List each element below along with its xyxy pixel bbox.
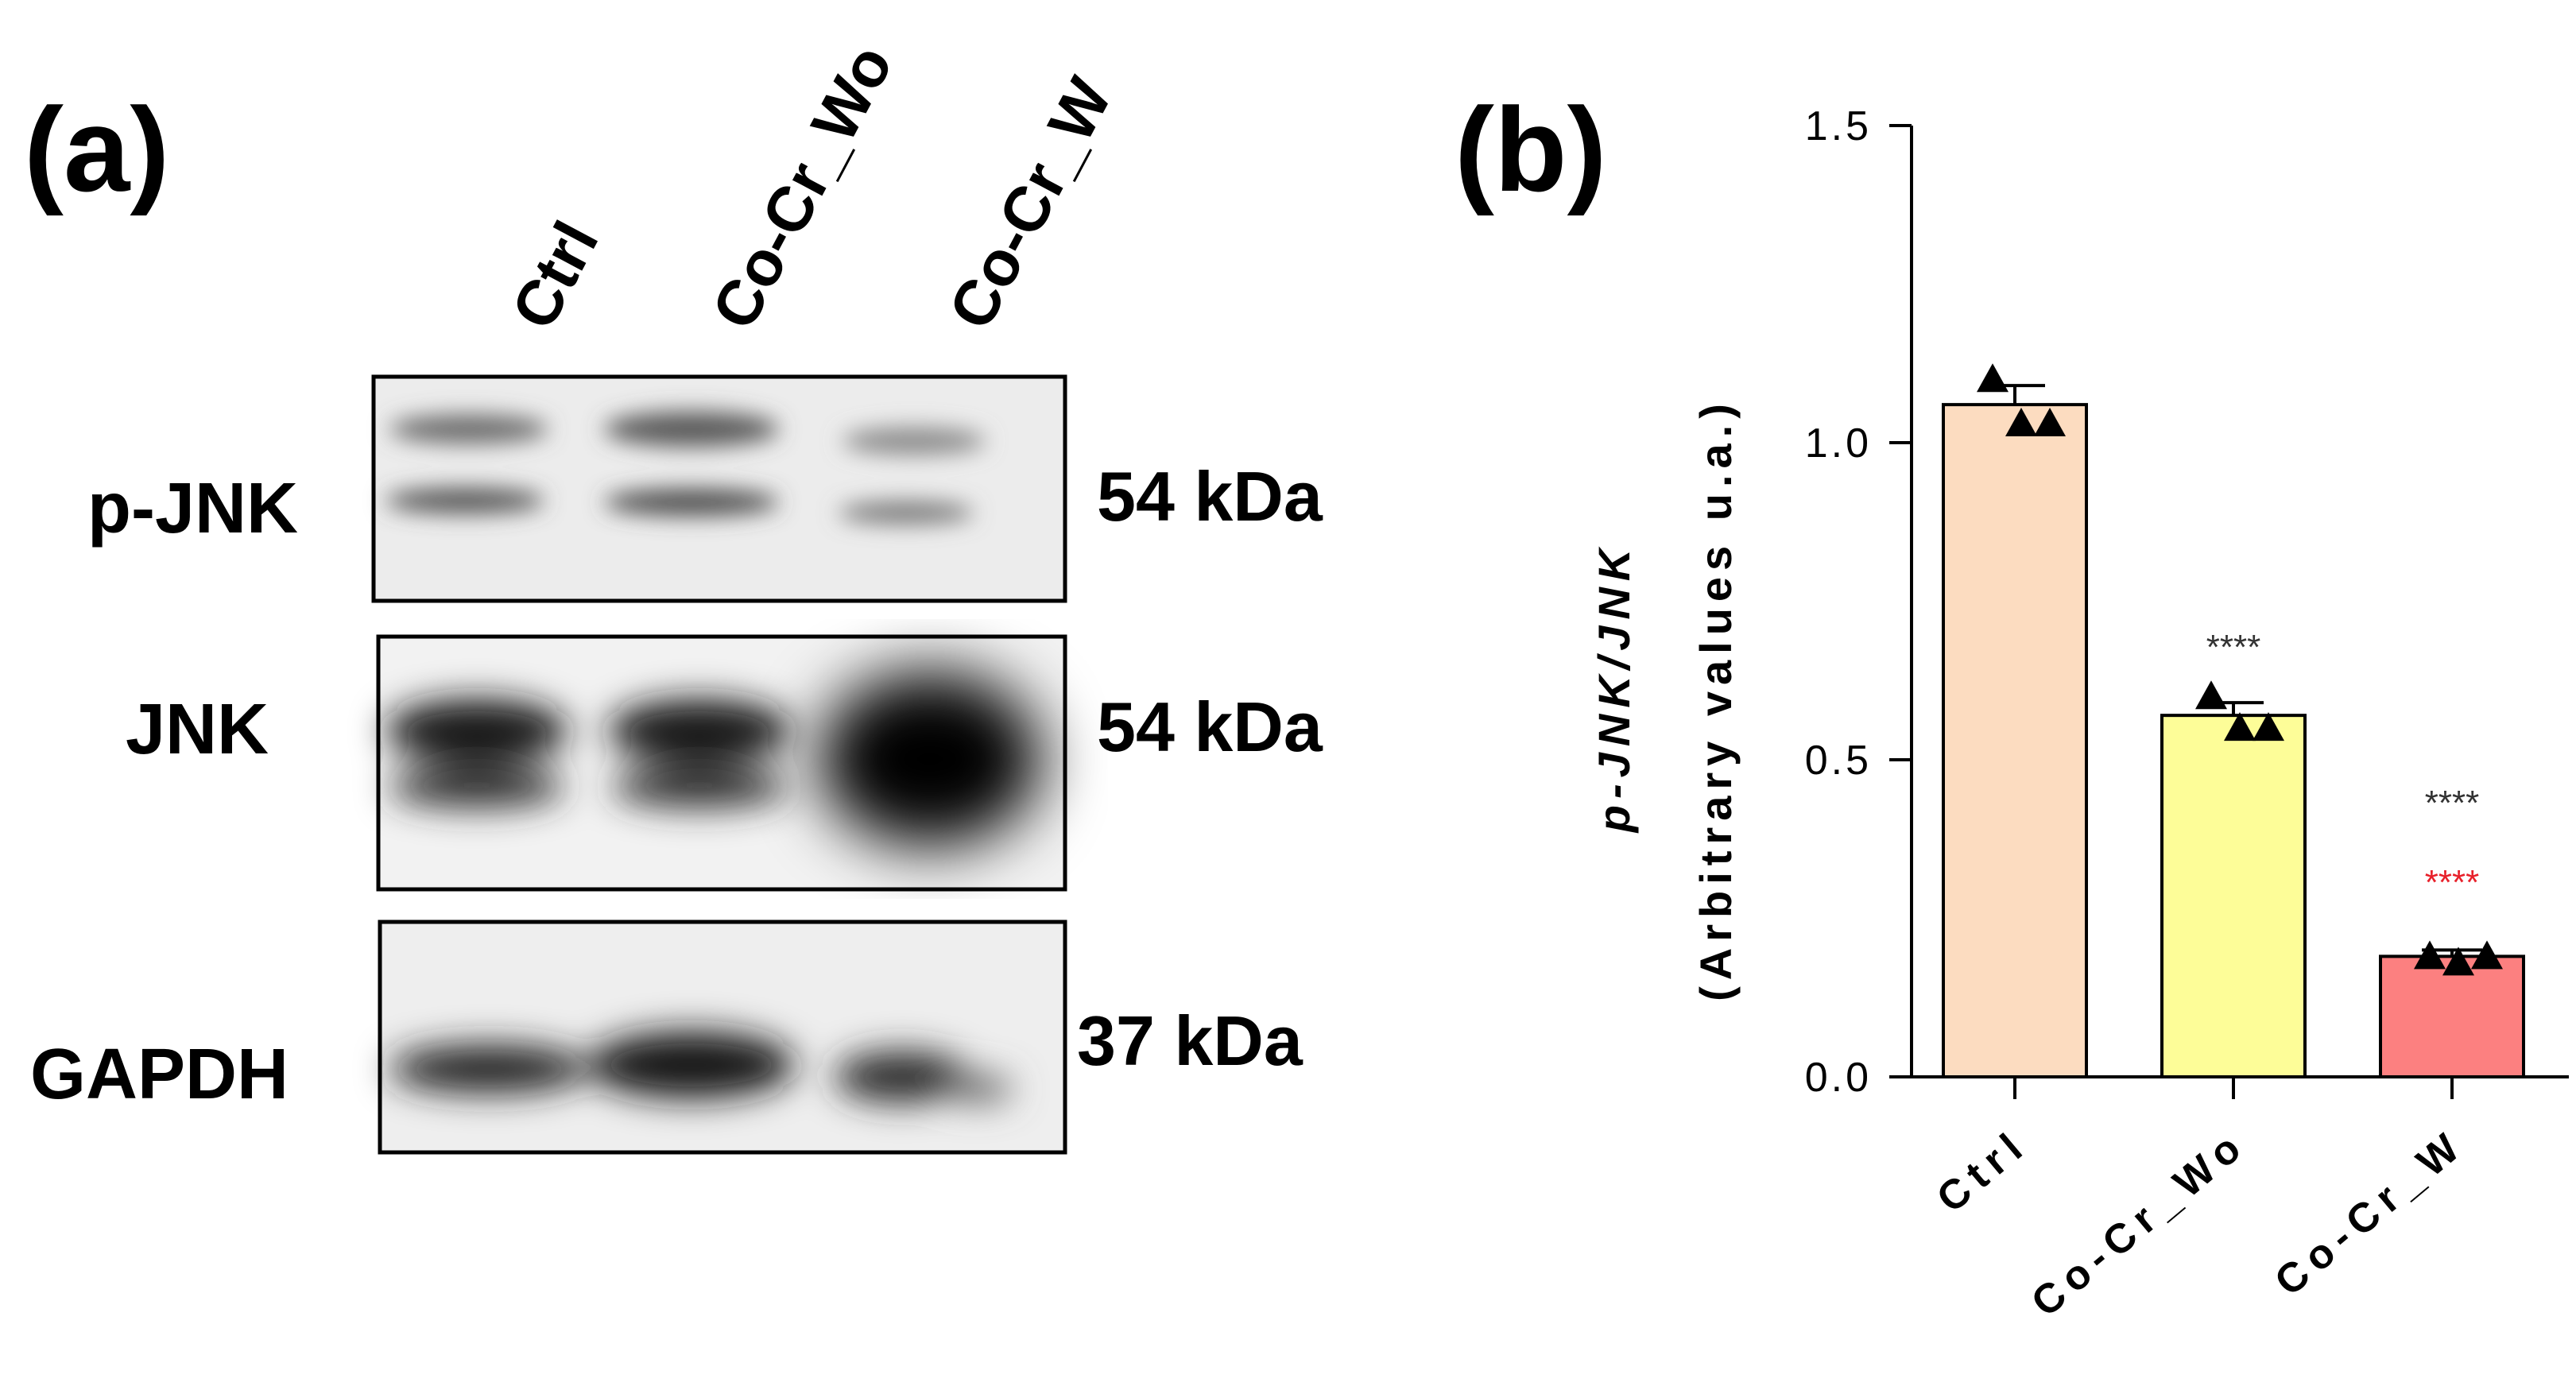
band (835, 1051, 970, 1102)
band (843, 428, 986, 455)
x-tick-label: Co-Cr_Wo (2023, 1121, 2256, 1326)
data-point (2414, 940, 2446, 970)
band (819, 672, 1041, 846)
data-point (2034, 408, 2066, 437)
data-point (1977, 363, 2009, 393)
band (588, 1032, 795, 1098)
size-label-p-jnk: 54 kDa (1097, 457, 1323, 536)
band (389, 415, 548, 443)
band-group (385, 412, 986, 524)
blot-jnk (376, 634, 1067, 892)
bar (2160, 714, 2307, 1078)
band-group (389, 1032, 1013, 1103)
lane-label-ctrl: Ctrl (498, 211, 611, 340)
y-tick-label: 1.5 (1805, 103, 1872, 149)
band (604, 412, 779, 447)
size-label-gapdh: 37 kDa (1077, 1001, 1303, 1080)
data-point (2471, 940, 2503, 970)
protein-label-jnk: JNK (126, 690, 269, 769)
y-tick-label: 1.0 (1805, 420, 1872, 467)
data-point (2005, 408, 2037, 437)
size-label-jnk: 54 kDa (1097, 687, 1323, 766)
panel-b: (b) p-JNK/JNK (Arbitrary values u.a.) 0.… (1455, 83, 2569, 1326)
panel-a-label: (a) (24, 83, 169, 216)
band (612, 766, 787, 807)
y-tick-label: 0.5 (1805, 738, 1872, 784)
bar (1942, 403, 2088, 1078)
band (385, 699, 568, 763)
band (385, 488, 544, 513)
x-tick-label: Co-Cr_W (2266, 1121, 2473, 1305)
band (389, 1045, 588, 1093)
data-point (2253, 712, 2284, 741)
data-point (2224, 712, 2256, 741)
band-group (385, 699, 791, 807)
lane-label-co-cr-wo: Co-Cr_Wo (698, 33, 905, 340)
lane-label-co-cr-w: Co-Cr_W (935, 67, 1125, 340)
data-point (2442, 947, 2474, 976)
y-tick-label: 0.0 (1805, 1055, 1872, 1101)
data-point (2195, 680, 2227, 710)
significance-label: **** (2206, 628, 2261, 667)
band (389, 766, 564, 807)
blot-p-jnk (371, 374, 1067, 603)
band (839, 501, 974, 524)
blot-gapdh (378, 920, 1067, 1155)
band (942, 1074, 1013, 1103)
y-axis-subtitle: (Arbitrary values u.a.) (1691, 397, 1741, 1001)
x-tick-label: Ctrl (1928, 1121, 2037, 1222)
significance-label: **** (2425, 784, 2480, 823)
band (608, 699, 791, 763)
protein-label-gapdh: GAPDH (30, 1035, 289, 1114)
panel-a: (a) Ctrl Co-Cr_Wo Co-Cr_W (24, 33, 1323, 1155)
significance-label: **** (2425, 863, 2480, 902)
panel-b-label: (b) (1455, 83, 1607, 216)
protein-label-p-jnk: p-JNK (87, 469, 298, 548)
y-axis-title: p-JNK/JNK (1589, 543, 1639, 834)
band (604, 489, 779, 516)
